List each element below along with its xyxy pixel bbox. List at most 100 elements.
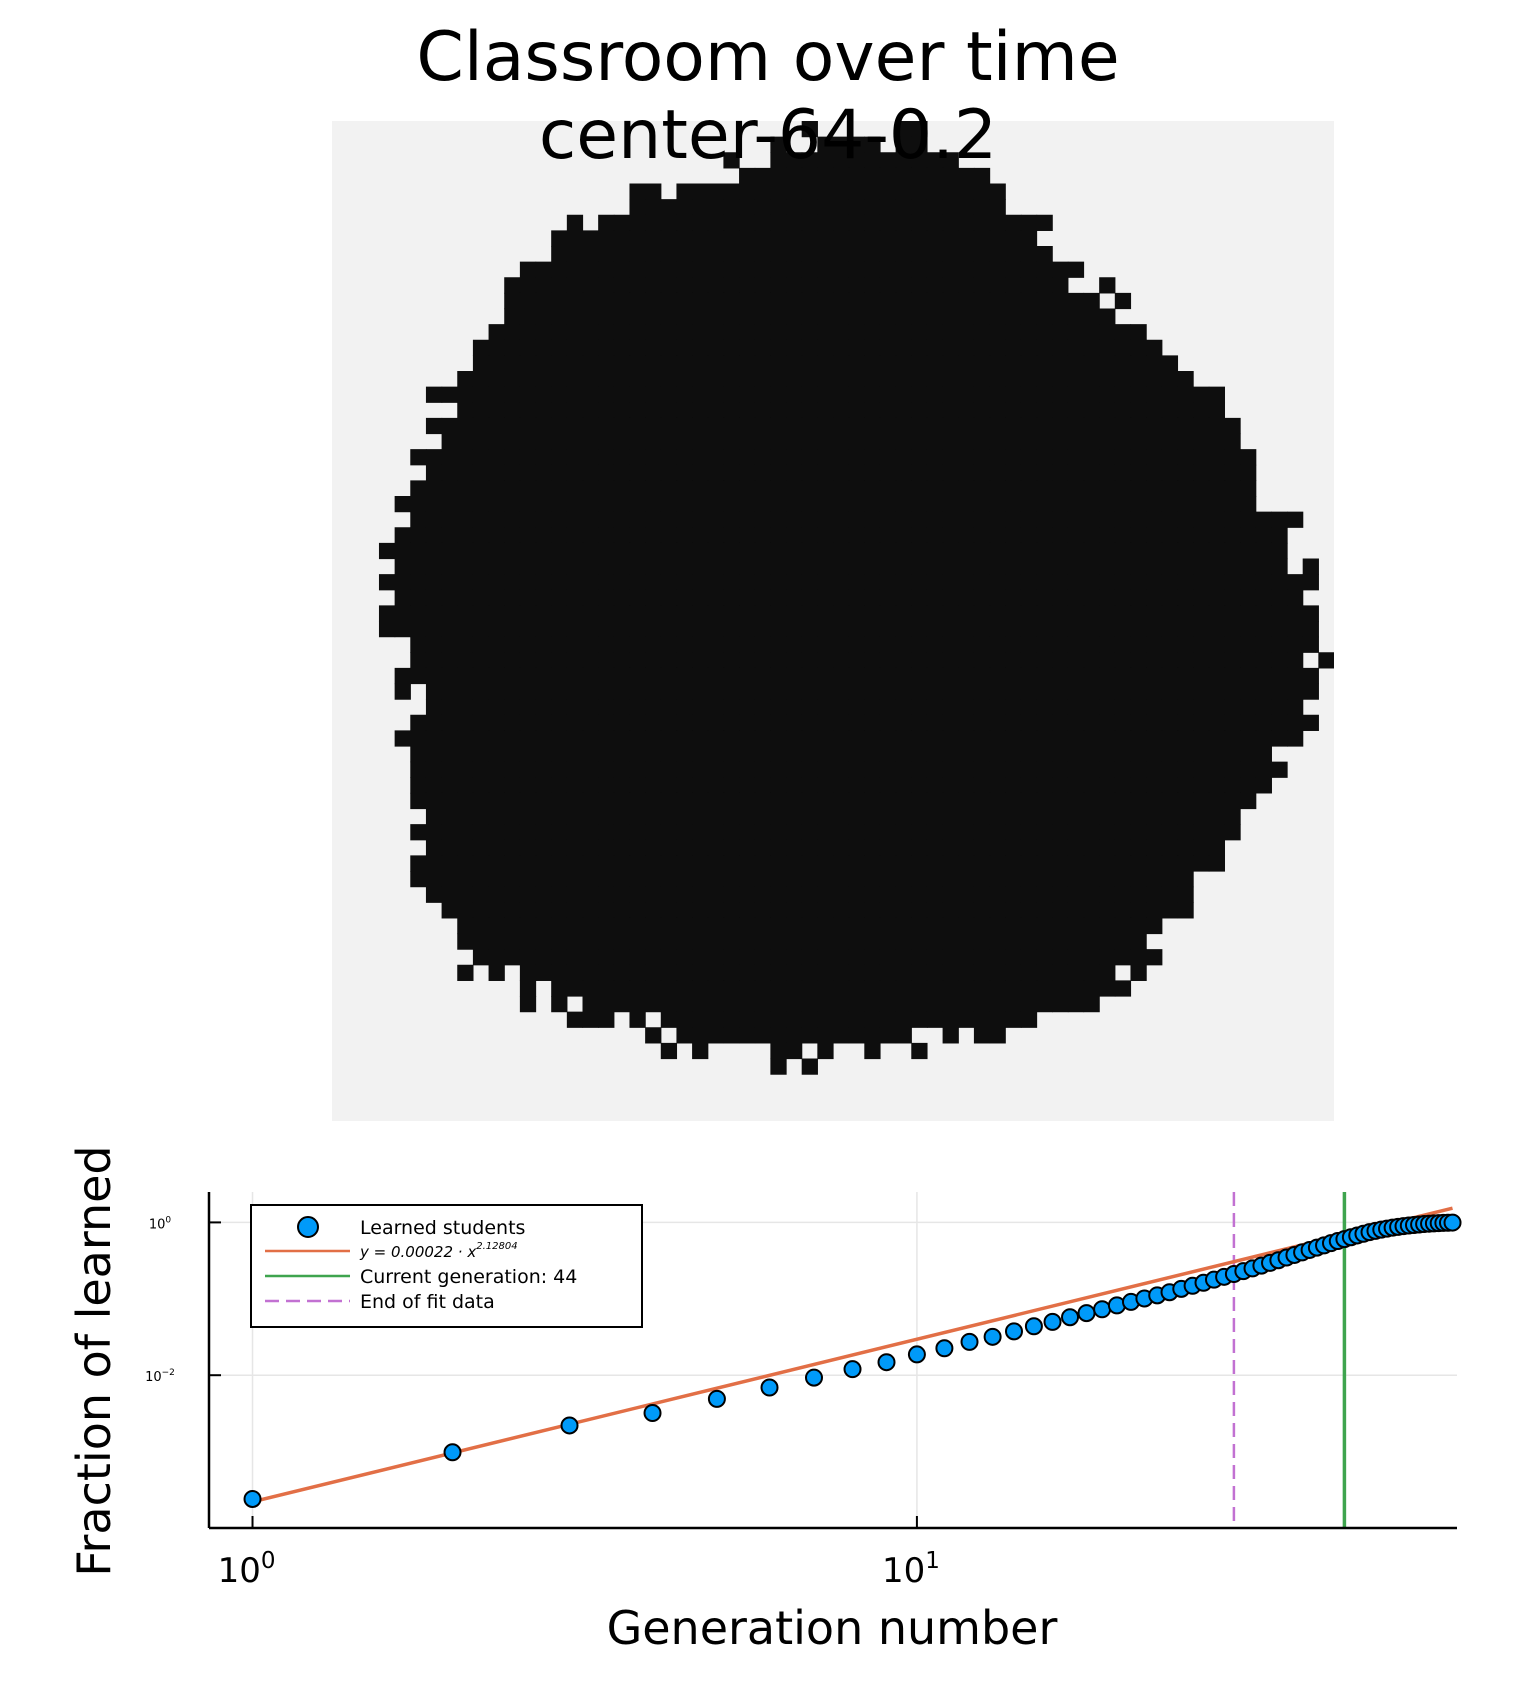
learned-cell <box>551 480 568 497</box>
learned-cell <box>942 730 959 747</box>
learned-cell <box>472 480 490 497</box>
learned-cell <box>911 167 928 185</box>
learned-cell <box>1005 636 1022 653</box>
learned-cell <box>754 871 771 888</box>
learned-cell <box>770 449 787 466</box>
learned-cell <box>629 589 646 606</box>
learned-cell <box>1177 855 1194 872</box>
learned-cell <box>1083 980 1100 997</box>
learned-cell <box>833 605 850 622</box>
learned-cell <box>504 917 521 935</box>
learned-cell <box>754 355 771 372</box>
learned-cell <box>754 667 771 685</box>
learned-cell <box>676 199 693 216</box>
learned-cell <box>973 542 991 560</box>
learned-cell <box>754 902 771 919</box>
learned-cell <box>801 964 818 981</box>
learned-cell <box>723 980 740 997</box>
learned-cell <box>833 183 850 200</box>
learned-cell <box>519 324 537 341</box>
learned-cell <box>707 949 725 966</box>
learned-cell <box>833 558 850 575</box>
learned-cell <box>848 308 865 325</box>
learned-cell <box>598 933 615 950</box>
learned-cell <box>864 699 881 716</box>
learned-cell <box>1020 886 1038 903</box>
learned-cell <box>926 417 944 435</box>
learned-cell <box>1114 839 1132 856</box>
learned-cell <box>1083 324 1100 341</box>
learned-cell <box>613 230 631 247</box>
learned-cell <box>519 261 537 278</box>
learned-cell <box>472 777 490 794</box>
learned-cell <box>801 324 818 341</box>
learned-cell <box>817 371 834 388</box>
learned-cell <box>1036 621 1053 638</box>
learned-cell <box>864 808 881 825</box>
learned-cell <box>958 902 975 919</box>
learned-cell <box>864 589 881 606</box>
learned-cell <box>723 386 740 403</box>
learned-cell <box>707 292 725 310</box>
learned-cell <box>1146 839 1163 856</box>
learned-cell <box>833 761 850 778</box>
learned-cell <box>660 824 678 841</box>
learned-cell <box>660 371 678 388</box>
learned-cell <box>472 371 490 388</box>
learned-cell <box>754 621 771 638</box>
learned-cell <box>598 308 615 325</box>
learned-cell <box>1005 824 1022 841</box>
learned-cell <box>1067 699 1085 716</box>
learned-cell <box>1146 792 1163 810</box>
learned-cell <box>1114 808 1132 825</box>
learned-cell <box>848 824 865 841</box>
learned-cell <box>582 324 599 341</box>
learned-cell <box>692 761 709 778</box>
learned-cell <box>786 824 803 841</box>
learned-cell <box>472 808 490 825</box>
learned-cell <box>566 949 584 966</box>
learned-cell <box>551 777 568 794</box>
learned-cell <box>739 339 756 356</box>
learned-cell <box>1130 621 1147 638</box>
learned-cell <box>472 339 490 356</box>
learned-cell <box>958 714 975 731</box>
learned-cell <box>1224 511 1241 528</box>
learned-cell <box>613 324 631 341</box>
learned-cell <box>566 214 584 231</box>
learned-cell <box>1099 792 1116 810</box>
learned-cell <box>942 683 959 700</box>
learned-cell <box>864 371 881 388</box>
learned-cell <box>566 855 584 872</box>
learned-cell <box>707 417 725 435</box>
learned-cell <box>676 839 693 856</box>
learned-cell <box>911 496 928 513</box>
learned-cell <box>519 433 537 450</box>
learned-cell <box>1099 277 1116 294</box>
learned-cell <box>1161 699 1179 716</box>
learned-cell <box>1161 496 1179 513</box>
learned-cell <box>566 605 584 622</box>
learned-cell <box>676 824 693 841</box>
learned-cell <box>425 574 443 591</box>
learned-cell <box>441 714 458 731</box>
learned-cell <box>660 308 678 325</box>
learned-cell <box>1036 902 1053 919</box>
learned-cell <box>911 621 928 638</box>
learned-cell <box>879 386 897 403</box>
learned-cell <box>926 199 944 216</box>
learned-cell <box>833 917 850 935</box>
learned-cell <box>519 792 537 810</box>
learned-cell <box>973 808 991 825</box>
learned-cell <box>973 277 991 294</box>
learned-cell <box>1208 386 1226 403</box>
learned-cell <box>1005 949 1022 966</box>
learned-cell <box>754 574 771 591</box>
learned-cell <box>723 464 740 481</box>
learned-cell <box>676 886 693 903</box>
learned-cell <box>1224 824 1241 841</box>
learned-cell <box>1005 246 1022 263</box>
learned-cell <box>1193 558 1210 575</box>
learned-cell <box>457 511 474 528</box>
learned-cell <box>801 527 818 544</box>
